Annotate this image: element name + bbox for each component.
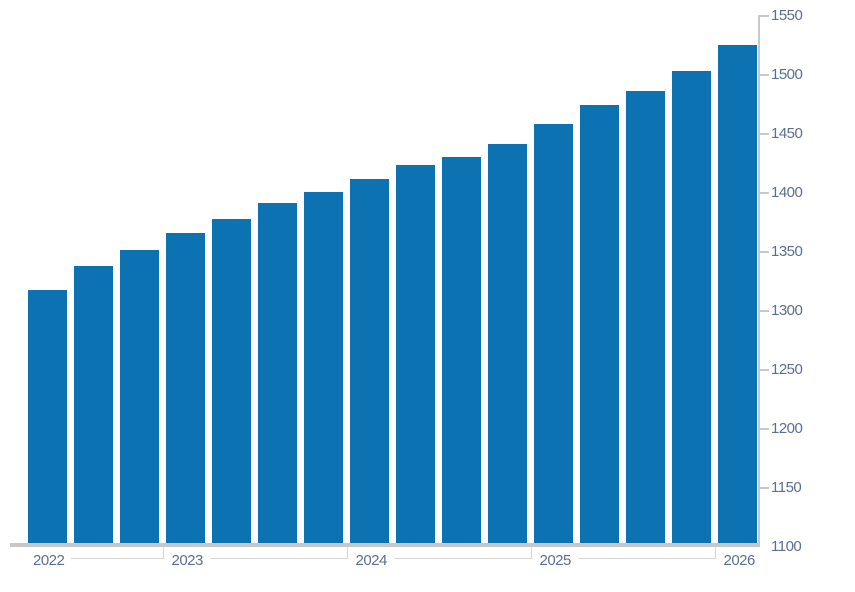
y-axis-label: 1350 — [771, 242, 803, 260]
bar-5[interactable] — [212, 219, 251, 545]
x-axis-line — [10, 543, 760, 547]
y-axis-label: 1500 — [771, 65, 803, 83]
y-axis-tick — [758, 74, 769, 76]
bar-3[interactable] — [120, 249, 159, 545]
y-axis-tick — [758, 428, 769, 430]
x-axis-year-label: 2023 — [171, 552, 204, 569]
bar-11[interactable] — [488, 143, 527, 545]
bar-2[interactable] — [74, 266, 113, 545]
bar-10[interactable] — [442, 156, 481, 545]
bar-14[interactable] — [626, 90, 665, 545]
y-axis-label: 1400 — [771, 183, 803, 201]
x-axis-year-label: 2026 — [723, 552, 756, 569]
year-boundary-tick — [714, 547, 716, 559]
y-axis-label: 1550 — [771, 6, 803, 24]
bar-6[interactable] — [258, 202, 297, 545]
y-axis-tick — [758, 487, 769, 489]
y-axis-label: 1250 — [771, 360, 803, 378]
year-divider-line — [71, 558, 163, 559]
bar-16[interactable] — [718, 44, 757, 545]
y-axis-tick — [758, 133, 769, 135]
y-axis-tick — [758, 15, 769, 17]
bar-7[interactable] — [304, 192, 343, 545]
x-axis-year-label: 2025 — [539, 552, 572, 569]
bar-1[interactable] — [28, 289, 67, 545]
year-boundary-tick — [346, 547, 348, 559]
y-axis-line — [758, 15, 760, 547]
y-axis-label: 1300 — [771, 301, 803, 319]
y-axis-tick — [758, 251, 769, 253]
bar-8[interactable] — [350, 179, 389, 545]
y-axis-tick — [758, 192, 769, 194]
x-axis-year-label: 2024 — [355, 552, 388, 569]
year-boundary-tick — [162, 547, 164, 559]
bar-4[interactable] — [166, 233, 205, 545]
bar-13[interactable] — [580, 104, 619, 545]
bar-9[interactable] — [396, 164, 435, 545]
y-axis-tick — [758, 310, 769, 312]
year-divider-line — [209, 558, 347, 559]
bar-12[interactable] — [534, 123, 573, 545]
y-axis-tick — [758, 369, 769, 371]
x-axis-year-label: 2022 — [33, 552, 65, 569]
bar-15[interactable] — [672, 70, 711, 545]
y-axis-label: 1200 — [771, 419, 803, 437]
year-divider-line — [577, 558, 715, 559]
y-axis-label: 1150 — [771, 478, 802, 496]
year-divider-line — [393, 558, 531, 559]
year-boundary-tick — [530, 547, 532, 559]
y-axis-label: 1450 — [771, 124, 803, 142]
y-axis-label: 1100 — [771, 537, 802, 555]
